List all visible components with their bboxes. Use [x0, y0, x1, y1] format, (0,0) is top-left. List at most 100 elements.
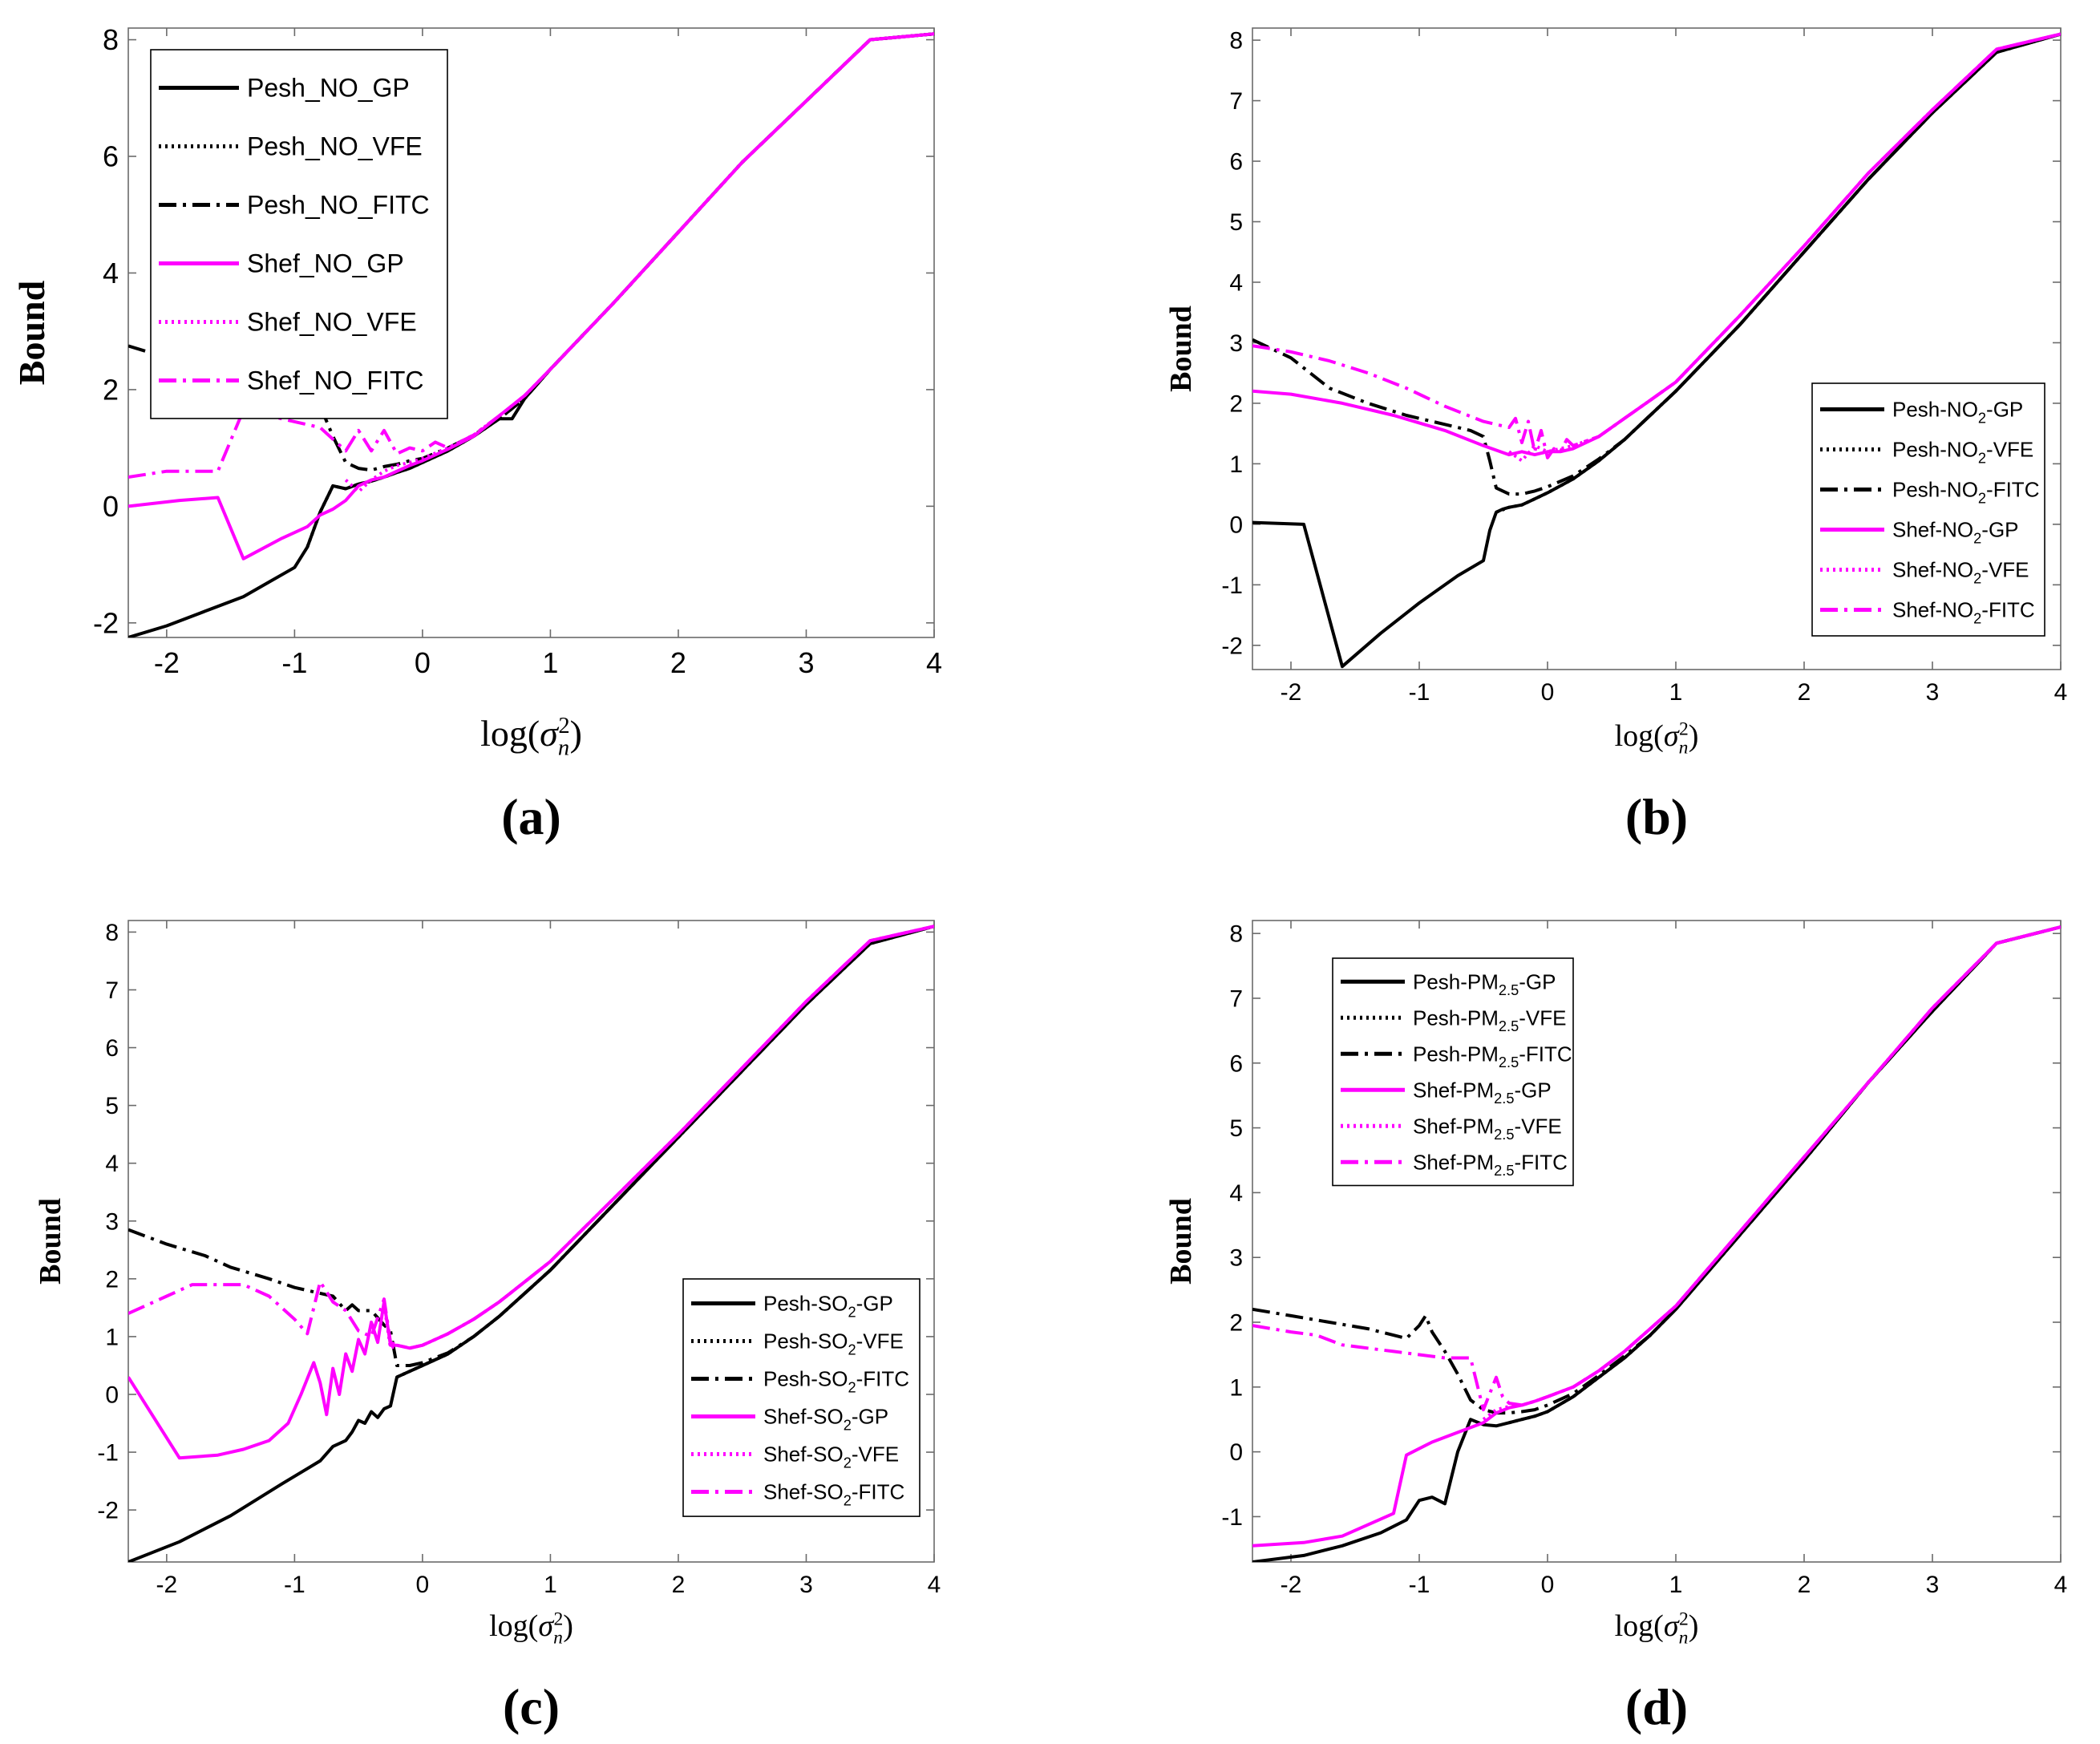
- panel-label: (c): [503, 1678, 560, 1735]
- x-tick-label: -2: [1281, 1572, 1302, 1598]
- y-tick-label: -1: [1221, 1504, 1243, 1531]
- plot-area-frame: [127, 27, 935, 638]
- legend-label: Pesh_NO_VFE: [247, 132, 423, 161]
- legend-label: Pesh-SO2-GP: [763, 1292, 893, 1321]
- series-line-Shef-NO2-FITC: [1252, 32, 2061, 459]
- y-tick-label: -1: [97, 1440, 119, 1467]
- series-line-Shef-SO2-FITC: [128, 925, 934, 1350]
- x-axis-label: log(σn2): [480, 713, 582, 761]
- legend: Pesh-NO2-GP Pesh-NO2-VFE Pesh-NO2-FITC Shef…: [1811, 382, 2045, 637]
- x-tick-label: 2: [670, 646, 686, 679]
- y-tick-label: 4: [105, 1151, 119, 1177]
- y-tick-label: 2: [105, 1266, 119, 1293]
- legend-label: Pesh-PM2.5-VFE: [1413, 1006, 1566, 1034]
- series-group: [128, 925, 934, 1562]
- x-axis-label: log(σn2): [1615, 719, 1699, 759]
- legend-label: Pesh-NO2-GP: [1892, 398, 2023, 427]
- chart-panel-a: -2 -1 0 1 2 3 4 -2 0 2 4 6 8 Bound log(σn2) (a) Pesh_NO_…: [11, 23, 942, 845]
- x-tick-label: 1: [542, 646, 558, 679]
- x-axis-label: log(σn2): [489, 1609, 573, 1649]
- y-tick-label: -2: [97, 1498, 119, 1524]
- y-tick-label: 8: [105, 920, 119, 946]
- x-tick-label: 4: [2054, 1572, 2068, 1598]
- y-tick-label: 4: [1229, 1180, 1243, 1207]
- x-tick-label: 3: [1926, 1572, 1940, 1598]
- y-tick-label: 4: [1229, 269, 1243, 296]
- x-tick-label: 1: [544, 1572, 557, 1598]
- legend-label: Shef-SO2-FITC: [763, 1480, 904, 1509]
- series-line-Shef-NO2-GP: [1252, 32, 2061, 457]
- legend-label: Shef-NO2-FITC: [1892, 598, 2035, 627]
- panel-label: (d): [1625, 1678, 1688, 1735]
- y-axis-label: Bound: [1164, 1198, 1198, 1285]
- chart-panel-c: -2 -1 0 1 2 3 4 -2 -1 0 1 2 3 4 5 6 7 8 Bound log(σn2) (c) Pe…: [34, 920, 941, 1735]
- legend-label: Pesh-NO2-FITC: [1892, 478, 2039, 507]
- plot-area-frame: [1252, 27, 2062, 670]
- y-tick-label: -2: [1221, 633, 1243, 659]
- y-axis-label: Bound: [1164, 306, 1198, 392]
- x-tick-label: 0: [416, 1572, 430, 1598]
- series-line-Pesh-SO2-VFE: [396, 925, 934, 1379]
- y-tick-label: 0: [105, 1382, 119, 1408]
- legend-label: Shef_NO_GP: [247, 249, 404, 278]
- series-group: [1252, 32, 2061, 669]
- legend-label: Shef_NO_VFE: [247, 308, 417, 337]
- legend-label: Pesh-PM2.5-FITC: [1413, 1042, 1572, 1070]
- legend-label: Pesh-NO2-VFE: [1892, 438, 2033, 467]
- y-tick-label: 8: [1229, 921, 1243, 948]
- y-tick-label: 8: [103, 23, 119, 56]
- x-tick-label: -1: [284, 1572, 305, 1598]
- y-tick-label: 1: [105, 1324, 119, 1350]
- y-tick-label: 6: [1229, 1050, 1243, 1077]
- legend-label: Shef-SO2-GP: [763, 1405, 888, 1434]
- legend-label: Shef-NO2-GP: [1892, 518, 2019, 547]
- legend-box: [682, 1278, 921, 1517]
- x-tick-label: -1: [1409, 1572, 1430, 1598]
- y-tick-label: 0: [1229, 512, 1243, 538]
- legend-label: Shef-SO2-VFE: [763, 1443, 899, 1471]
- series-line-Shef-PM2.5-FITC: [1252, 925, 2061, 1412]
- x-tick-label: 4: [928, 1572, 941, 1598]
- x-tick-label: -2: [156, 1572, 178, 1598]
- x-axis-label: log(σn2): [1615, 1609, 1699, 1649]
- legend: Pesh_NO_GP Pesh_NO_VFE Pesh_NO_FITC Shef_NO…: [150, 49, 448, 419]
- y-tick-label: 3: [1229, 1245, 1243, 1272]
- chart-panel-d: -2 -1 0 1 2 3 4 -1 0 1 2 3 4 5 6 7 8 Bound log(σn2) (d) Pesh…: [1164, 920, 2068, 1735]
- y-axis-label: Bound: [34, 1198, 67, 1285]
- series-line-Pesh-PM2.5-VFE: [1508, 925, 2061, 1425]
- x-tick-label: 3: [799, 1572, 813, 1598]
- legend-label: Pesh-SO2-FITC: [763, 1367, 909, 1396]
- panel-label: (b): [1625, 788, 1688, 845]
- series-line-Shef_NO_GP: [128, 32, 934, 560]
- y-tick-label: -1: [1221, 573, 1243, 599]
- x-tick-label: 4: [2054, 679, 2068, 706]
- legend: Pesh-SO2-GP Pesh-SO2-VFE Pesh-SO2-FITC Shef…: [682, 1278, 921, 1517]
- legend-label: Shef-PM2.5-GP: [1413, 1078, 1552, 1107]
- x-tick-label: 2: [1798, 1572, 1811, 1598]
- x-tick-label: -1: [1409, 679, 1430, 706]
- y-tick-label: 3: [105, 1208, 119, 1235]
- y-tick-label: 2: [1229, 390, 1243, 417]
- x-tick-label: 2: [1798, 679, 1811, 706]
- y-tick-label: 5: [105, 1093, 119, 1119]
- x-tick-label: 0: [1541, 1572, 1555, 1598]
- legend-label: Shef-PM2.5-VFE: [1413, 1114, 1562, 1143]
- y-tick-label: 7: [105, 977, 119, 1004]
- y-tick-label: 2: [1229, 1310, 1243, 1337]
- x-tick-label: 0: [415, 646, 431, 679]
- x-tick-label: -2: [154, 646, 180, 679]
- legend-label: Pesh-PM2.5-GP: [1413, 969, 1556, 998]
- y-tick-label: 7: [1229, 985, 1243, 1012]
- x-tick-label: 1: [1669, 1572, 1683, 1598]
- y-tick-label: 6: [105, 1035, 119, 1062]
- legend-box: [1811, 382, 2045, 637]
- y-tick-label: 2: [103, 374, 119, 407]
- y-tick-label: 1: [1229, 1374, 1243, 1401]
- legend-label: Pesh_NO_GP: [247, 74, 410, 103]
- y-tick-label: 6: [103, 140, 119, 173]
- chart-panel-b: -2 -1 0 1 2 3 4 -2 -1 0 1 2 3 4 5 6 7 8 Bound log(σn2) (b) Pe…: [1164, 27, 2068, 845]
- y-axis-label: Bound: [11, 280, 52, 385]
- series-group: [1252, 925, 2061, 1562]
- y-tick-label: -2: [93, 606, 119, 639]
